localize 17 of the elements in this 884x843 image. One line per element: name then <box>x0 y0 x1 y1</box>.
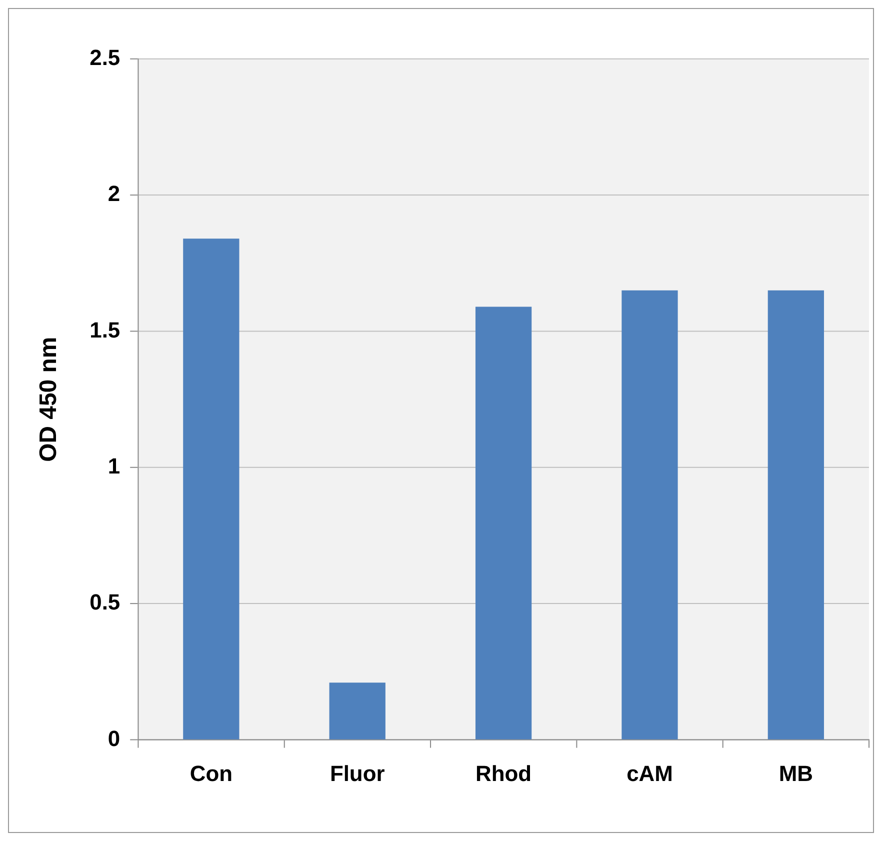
y-tick-label: 2.5 <box>90 44 120 70</box>
bar <box>475 306 532 740</box>
bar <box>622 290 678 740</box>
x-tick-label: cAM <box>626 760 673 786</box>
x-tick-label: MB <box>778 760 813 786</box>
x-tick-label: Fluor <box>330 760 386 786</box>
y-tick-label: 0 <box>108 726 120 751</box>
bar <box>329 682 386 740</box>
y-tick-label: 0.5 <box>90 590 120 615</box>
x-tick-label: Con <box>190 760 233 786</box>
y-tick-label: 1.5 <box>90 317 120 342</box>
bar <box>183 238 240 740</box>
bar <box>768 290 824 740</box>
y-tick-label: 1 <box>108 453 120 478</box>
y-axis-title: OD 450 nm <box>34 336 62 462</box>
y-tick-label: 2 <box>108 181 120 206</box>
x-tick-label: Rhod <box>476 760 532 786</box>
